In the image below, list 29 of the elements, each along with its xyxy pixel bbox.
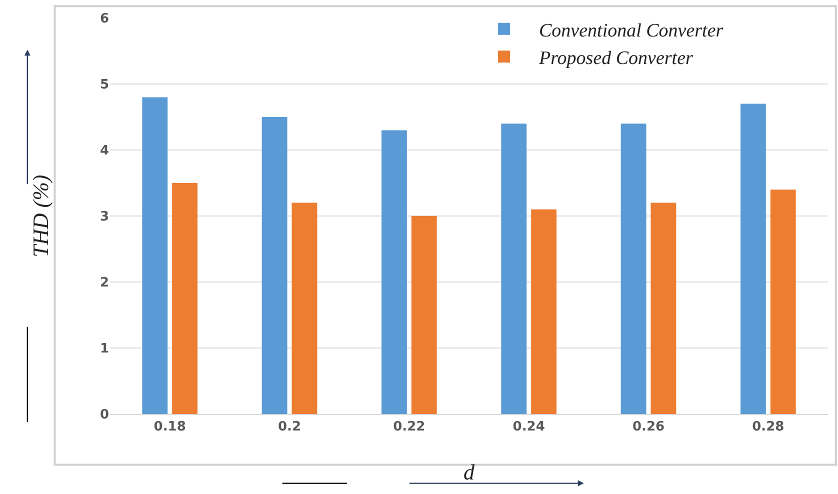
y-tick-label: 6: [100, 12, 109, 27]
y-tick-label: 2: [100, 276, 109, 291]
y-tick-label: 5: [100, 78, 109, 93]
legend-label: Conventional Converter: [539, 20, 724, 42]
bar: [142, 97, 168, 414]
bar: [740, 104, 766, 414]
x-tick-label: 0.28: [752, 420, 784, 435]
x-axis-title: d: [464, 460, 476, 484]
y-tick-label: 0: [100, 408, 109, 423]
bar: [620, 124, 646, 414]
bar: [172, 183, 198, 414]
bar: [381, 130, 407, 414]
x-tick-label: 0.24: [512, 420, 545, 435]
x-tick-label: 0.26: [632, 420, 665, 435]
x-tick-label: 0.22: [393, 420, 426, 435]
bar: [411, 216, 437, 414]
bar: [770, 190, 796, 414]
y-tick-label: 4: [100, 144, 109, 159]
bar: [262, 117, 288, 414]
y-tick-label: 3: [100, 210, 109, 225]
legend-label: Proposed Converter: [538, 48, 694, 70]
bar: [531, 209, 557, 414]
bar: [292, 202, 318, 414]
bar: [501, 124, 527, 414]
x-tick-label: 0.2: [278, 420, 302, 435]
y-tick-label: 1: [100, 342, 109, 357]
x-tick-label: 0.18: [154, 420, 186, 435]
y-axis-title: THD (%): [28, 174, 53, 258]
bar: [650, 202, 676, 414]
